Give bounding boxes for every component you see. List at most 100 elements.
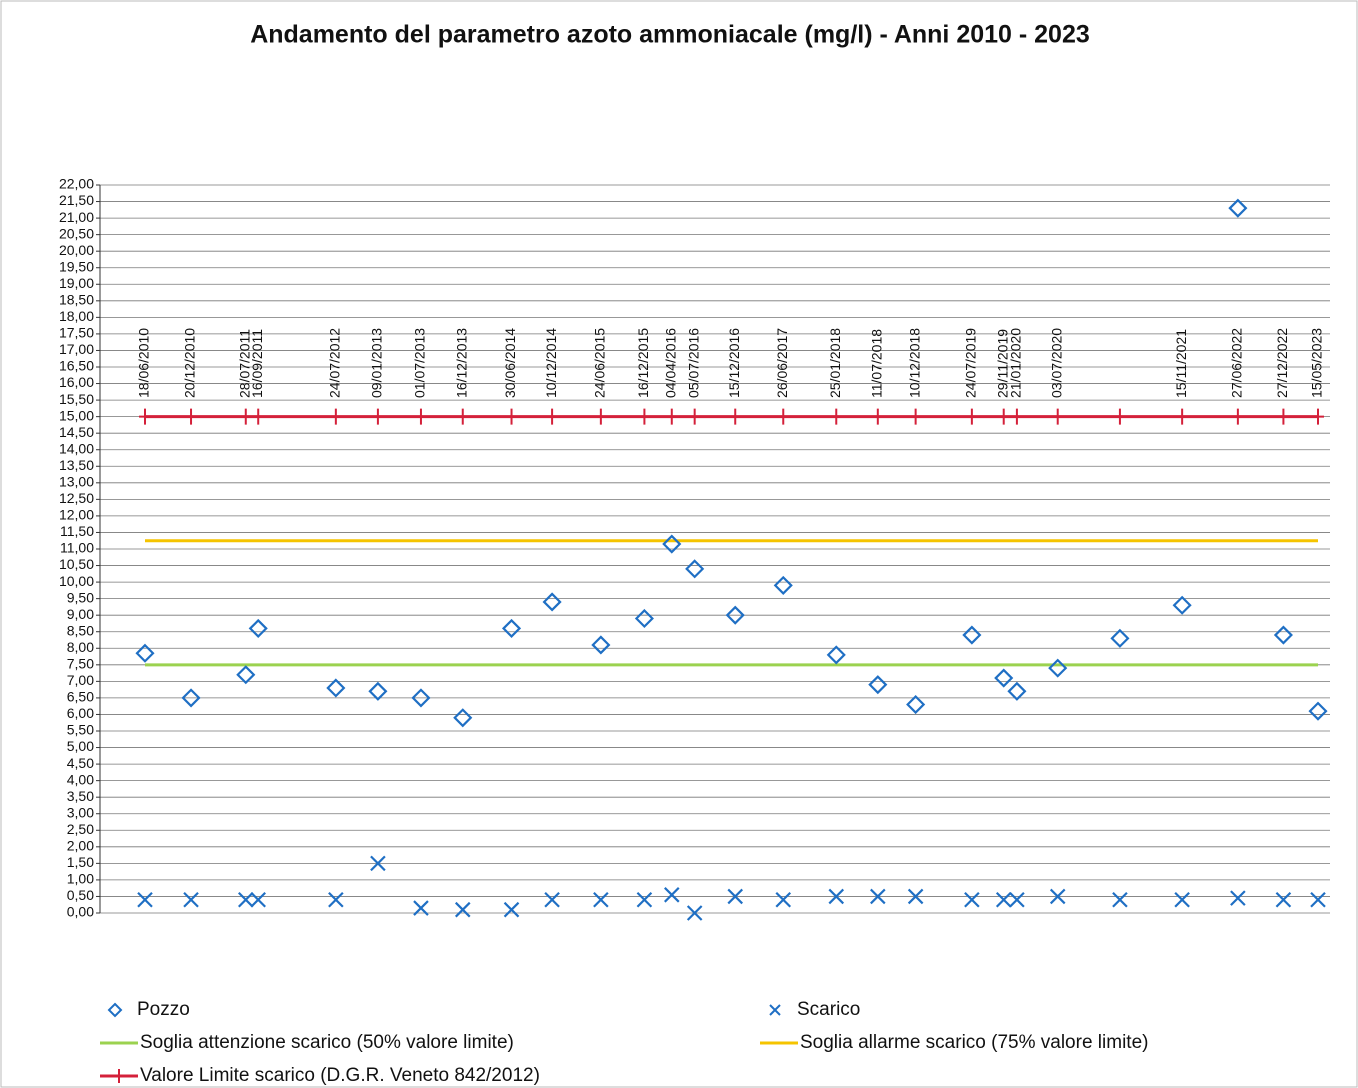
- x-tick-label: 16/12/2013: [453, 328, 469, 398]
- y-tick-label: 18,50: [59, 292, 94, 308]
- limit-marker: [665, 408, 678, 425]
- pozzo-point: [994, 668, 1014, 688]
- x-tick-label: 27/06/2022: [1229, 328, 1245, 398]
- pozzo-point: [453, 708, 473, 728]
- limit-marker: [185, 408, 198, 425]
- y-tick-label: 4,00: [67, 771, 94, 787]
- y-tick-label: 6,00: [67, 705, 94, 721]
- pozzo-point: [181, 688, 201, 708]
- y-tick-label: 22,00: [59, 176, 94, 192]
- limit-marker: [965, 408, 978, 425]
- y-tick-label: 19,50: [59, 258, 94, 274]
- y-tick-label: 10,00: [59, 573, 94, 589]
- y-tick-label: 13,00: [59, 474, 94, 490]
- y-tick-label: 14,50: [59, 424, 94, 440]
- y-tick-label: 3,50: [67, 788, 94, 804]
- y-tick-label: 3,00: [67, 804, 94, 820]
- y-tick-label: 0,50: [67, 887, 94, 903]
- pozzo-point: [773, 575, 793, 595]
- y-tick-label: 14,00: [59, 440, 94, 456]
- pozzo-point: [368, 681, 388, 701]
- limit-marker: [1231, 408, 1244, 425]
- y-tick-label: 4,50: [67, 755, 94, 771]
- pozzo-point: [591, 635, 611, 655]
- x-tick-label: 10/12/2014: [543, 328, 559, 398]
- pozzo-point: [662, 534, 682, 554]
- limit-marker: [777, 408, 790, 425]
- limit-marker: [638, 408, 651, 425]
- x-tick-label: 20/12/2010: [182, 328, 198, 398]
- scarico-point: [636, 891, 653, 908]
- scarico-point: [183, 891, 199, 908]
- x-tick-label: 24/07/2012: [327, 328, 343, 398]
- y-tick-label: 10,50: [59, 556, 94, 572]
- scarico-point: [593, 891, 609, 908]
- scarico-point: [503, 901, 520, 918]
- scarico-point: [237, 891, 254, 908]
- y-tick-label: 18,00: [59, 308, 94, 324]
- y-tick-label: 12,50: [59, 490, 94, 506]
- scarico-point: [775, 891, 792, 908]
- x-tick-label: 24/06/2015: [592, 328, 608, 398]
- pozzo-point: [826, 645, 846, 665]
- y-tick-label: 1,50: [67, 854, 94, 870]
- x-tick-label: 11/07/2018: [869, 329, 885, 398]
- y-tick-label: 21,50: [59, 192, 94, 208]
- x-tick-label: 15/12/2016: [726, 328, 742, 398]
- y-tick-label: 15,00: [59, 407, 94, 423]
- y-tick-label: 12,00: [59, 507, 94, 523]
- pozzo-point: [962, 625, 982, 645]
- scarico-point: [137, 891, 153, 908]
- pozzo-point: [236, 665, 256, 685]
- limit-marker: [1176, 408, 1189, 425]
- y-tick-label: 13,50: [59, 457, 94, 473]
- legend-key: [769, 1004, 781, 1016]
- x-tick-label: 04/04/2016: [662, 328, 678, 398]
- limit-marker: [594, 408, 607, 425]
- scarico-point: [1174, 891, 1190, 908]
- limit-marker: [329, 408, 342, 425]
- scarico-point: [907, 888, 924, 905]
- pozzo-point: [411, 688, 431, 708]
- scarico-point: [328, 891, 344, 908]
- pozzo-point: [1110, 628, 1130, 648]
- x-tick-label: 15/11/2021: [1173, 329, 1189, 398]
- pozzo-point: [1308, 701, 1328, 721]
- scarico-point: [1009, 891, 1025, 908]
- scarico-point: [413, 900, 429, 916]
- y-tick-label: 21,00: [59, 209, 94, 225]
- scarico-point: [250, 891, 266, 908]
- y-tick-label: 8,00: [67, 639, 94, 655]
- x-tick-label: 29/11/2019: [994, 329, 1010, 398]
- legend-label: Soglia attenzione scarico (50% valore li…: [140, 1032, 514, 1053]
- x-tick-label: 27/12/2022: [1274, 328, 1290, 398]
- limit-marker: [456, 408, 469, 425]
- pozzo-point: [634, 608, 654, 629]
- x-tick-label: 18/06/2010: [136, 328, 152, 398]
- y-tick-label: 20,00: [59, 242, 94, 258]
- limit-marker: [505, 408, 518, 425]
- limit-marker: [688, 408, 701, 425]
- x-tick-label: 09/01/2013: [369, 328, 385, 398]
- pozzo-point: [542, 592, 562, 612]
- pozzo-point: [135, 643, 155, 663]
- y-tick-label: 11,00: [60, 540, 94, 556]
- scarico-point: [1310, 891, 1326, 908]
- x-tick-label: 16/12/2015: [635, 328, 651, 398]
- legend-label: Pozzo: [137, 999, 190, 1020]
- limit-marker: [1010, 408, 1023, 425]
- limit-marker: [1277, 408, 1290, 425]
- limit-marker: [1113, 408, 1126, 425]
- scarico-point: [370, 855, 386, 872]
- pozzo-point: [501, 618, 522, 638]
- scarico-point: [544, 891, 560, 908]
- limit-marker: [729, 408, 742, 425]
- y-tick-label: 6,50: [67, 689, 94, 705]
- y-tick-label: 19,00: [59, 275, 94, 291]
- x-tick-label: 25/01/2018: [827, 328, 843, 398]
- chart-title: Andamento del parametro azoto ammoniacal…: [250, 21, 1090, 49]
- legend-label: Scarico: [797, 999, 860, 1020]
- limit-marker: [414, 408, 427, 425]
- x-tick-label: 01/07/2013: [412, 328, 428, 398]
